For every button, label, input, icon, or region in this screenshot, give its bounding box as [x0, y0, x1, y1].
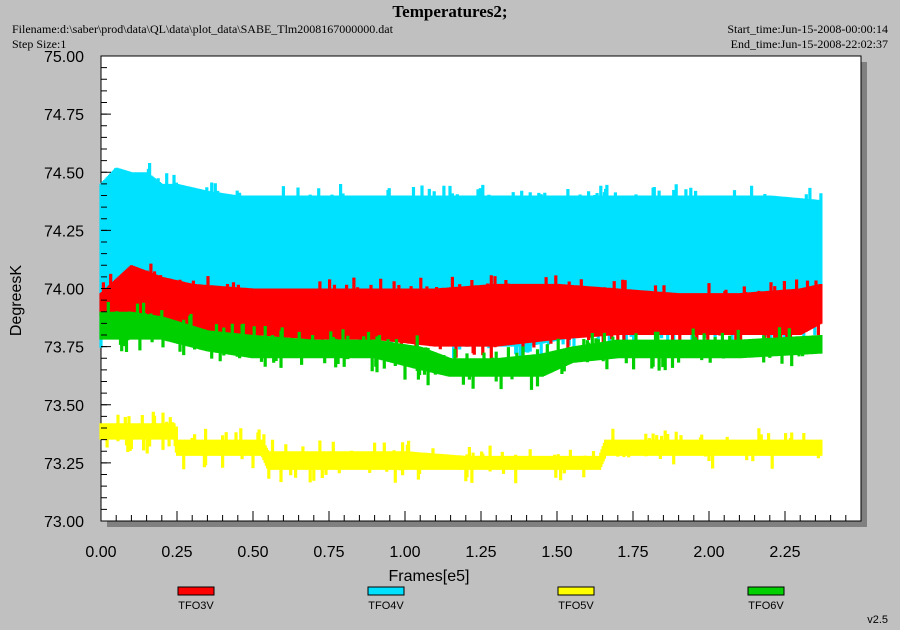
end-time-label: End_time:Jun-15-2008-22:02:37 — [730, 37, 888, 51]
series-tfo6v — [99, 302, 823, 390]
y-tick-label-3: 73.75 — [44, 340, 84, 357]
filename-label: Filename:d:\saber\prod\data\QL\data\plot… — [12, 22, 393, 36]
series-line-tfo4v — [99, 163, 823, 360]
x-tick-label-3: 0.75 — [313, 544, 344, 561]
series-tfo5v — [99, 411, 823, 484]
y-tick-label-2: 73.50 — [44, 398, 84, 415]
y-tick-label-1: 73.25 — [44, 456, 84, 473]
y-tick-label-5: 74.25 — [44, 223, 84, 240]
series-line-tfo5v — [99, 411, 823, 484]
y-tick-label-0: 73.00 — [44, 514, 84, 531]
x-tick-label-5: 1.25 — [465, 544, 496, 561]
chart-title: Temperatures2; — [392, 2, 508, 21]
series-line-tfo3v — [99, 263, 823, 360]
start-time-label: Start_time:Jun-15-2008-00:00:14 — [727, 22, 888, 36]
x-tick-label-1: 0.25 — [161, 544, 192, 561]
legend-swatch-tfo5v — [557, 586, 595, 596]
legend-swatch-tfo6v — [747, 586, 785, 596]
y-tick-label-6: 74.50 — [44, 165, 84, 182]
y-axis-label: DegreesK — [8, 265, 25, 336]
series-line-tfo6v — [99, 302, 823, 390]
x-tick-label-9: 2.25 — [769, 544, 800, 561]
y-tick-label-8: 75.00 — [44, 49, 84, 66]
version-label: v2.5 — [867, 614, 888, 626]
x-tick-label-0: 0.00 — [85, 544, 116, 561]
legend-label-tfo5v: TFO5V — [558, 600, 594, 612]
x-tick-label-2: 0.50 — [237, 544, 268, 561]
x-axis-label: Frames[e5] — [389, 568, 470, 585]
x-tick-label-6: 1.50 — [541, 544, 572, 561]
legend-label-tfo4v: TFO4V — [368, 600, 404, 612]
x-tick-label-7: 1.75 — [617, 544, 648, 561]
x-tick-label-8: 2.00 — [693, 544, 724, 561]
legend-label-tfo3v: TFO3V — [178, 600, 214, 612]
legend-swatch-tfo3v — [177, 586, 215, 596]
x-tick-label-4: 1.00 — [389, 544, 420, 561]
series-tfo4v — [99, 163, 823, 360]
legend-label-tfo6v: TFO6V — [748, 600, 784, 612]
y-tick-label-7: 74.75 — [44, 107, 84, 124]
series-tfo3v — [99, 263, 823, 360]
step-size-label: Step Size:1 — [12, 37, 67, 51]
legend-swatch-tfo4v — [367, 586, 405, 596]
y-tick-label-4: 74.00 — [44, 282, 84, 299]
